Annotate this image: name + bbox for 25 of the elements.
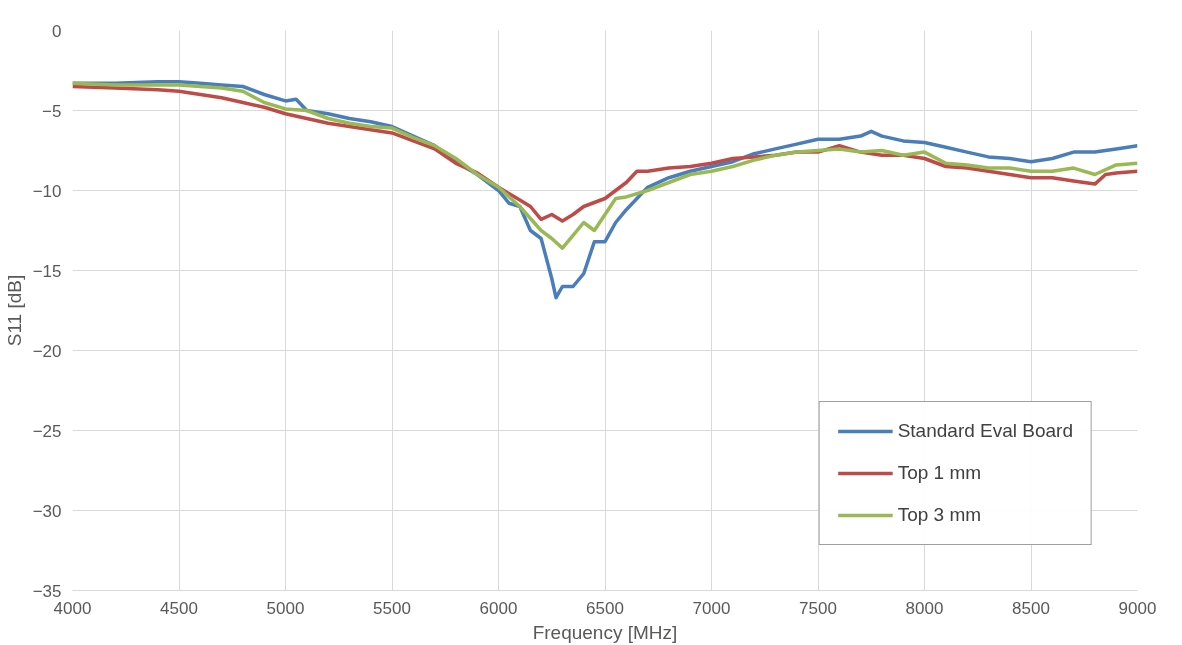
x-tick-label: 4500 — [160, 598, 198, 618]
y-tick-label: −20 — [32, 341, 62, 361]
y-tick-label: 0 — [52, 21, 62, 41]
x-tick-label: 7000 — [692, 598, 731, 618]
y-tick-label: −35 — [32, 581, 62, 601]
legend-label: Standard Eval Board — [897, 420, 1073, 442]
x-tick-label: 5000 — [266, 598, 305, 618]
x-tick-label: 8000 — [905, 598, 944, 618]
x-tick-label: 9000 — [1118, 598, 1157, 618]
y-axis-title: S11 [dB] — [3, 274, 25, 347]
x-tick-label: 7500 — [799, 598, 837, 618]
y-tick-label: −15 — [32, 261, 62, 281]
x-tick-label: 6500 — [586, 598, 624, 618]
y-tick-label: −5 — [42, 101, 62, 121]
y-tick-label: −30 — [32, 501, 62, 521]
line-series — [72, 81, 1138, 250]
legend-label: Top 3 mm — [897, 504, 982, 526]
y-tick-label: −25 — [32, 421, 62, 441]
x-tick-label: 6000 — [479, 598, 518, 618]
legend-label: Top 1 mm — [897, 462, 982, 484]
x-tick-label: 5500 — [373, 598, 411, 618]
y-tick-label: −10 — [32, 181, 62, 201]
x-tick-label: 4000 — [53, 598, 92, 618]
x-axis-title: Frequency [MHz] — [532, 621, 678, 643]
x-tick-label: 8500 — [1012, 598, 1050, 618]
